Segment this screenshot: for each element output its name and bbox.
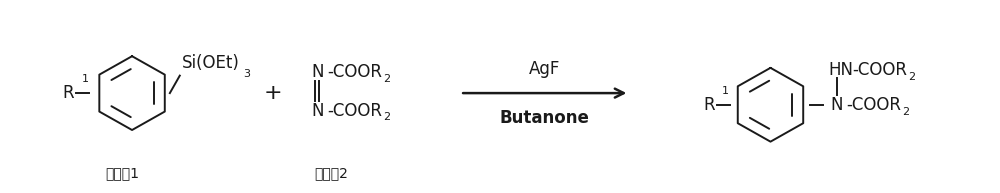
Text: 1: 1 (722, 86, 729, 96)
Text: 反应物2: 反应物2 (314, 167, 348, 180)
Text: 2: 2 (902, 107, 909, 117)
Text: 2: 2 (383, 74, 390, 84)
Text: AgF: AgF (529, 60, 560, 78)
Text: -COOR: -COOR (852, 61, 907, 79)
Text: 反应物1: 反应物1 (105, 167, 139, 180)
Text: -COOR: -COOR (846, 96, 901, 114)
Text: R: R (63, 84, 74, 102)
Text: -COOR: -COOR (327, 63, 382, 81)
Text: 3: 3 (243, 69, 250, 79)
Text: 1: 1 (81, 74, 88, 84)
Text: Butanone: Butanone (500, 109, 590, 127)
Text: N: N (311, 102, 324, 120)
Text: N: N (830, 96, 843, 114)
Text: N: N (311, 63, 324, 81)
Text: +: + (264, 83, 283, 103)
Text: Si(OEt): Si(OEt) (182, 54, 240, 72)
Text: 2: 2 (908, 72, 915, 82)
Text: -COOR: -COOR (327, 102, 382, 120)
Text: 2: 2 (383, 112, 390, 122)
Text: R: R (703, 96, 715, 114)
Text: HN: HN (828, 61, 853, 79)
